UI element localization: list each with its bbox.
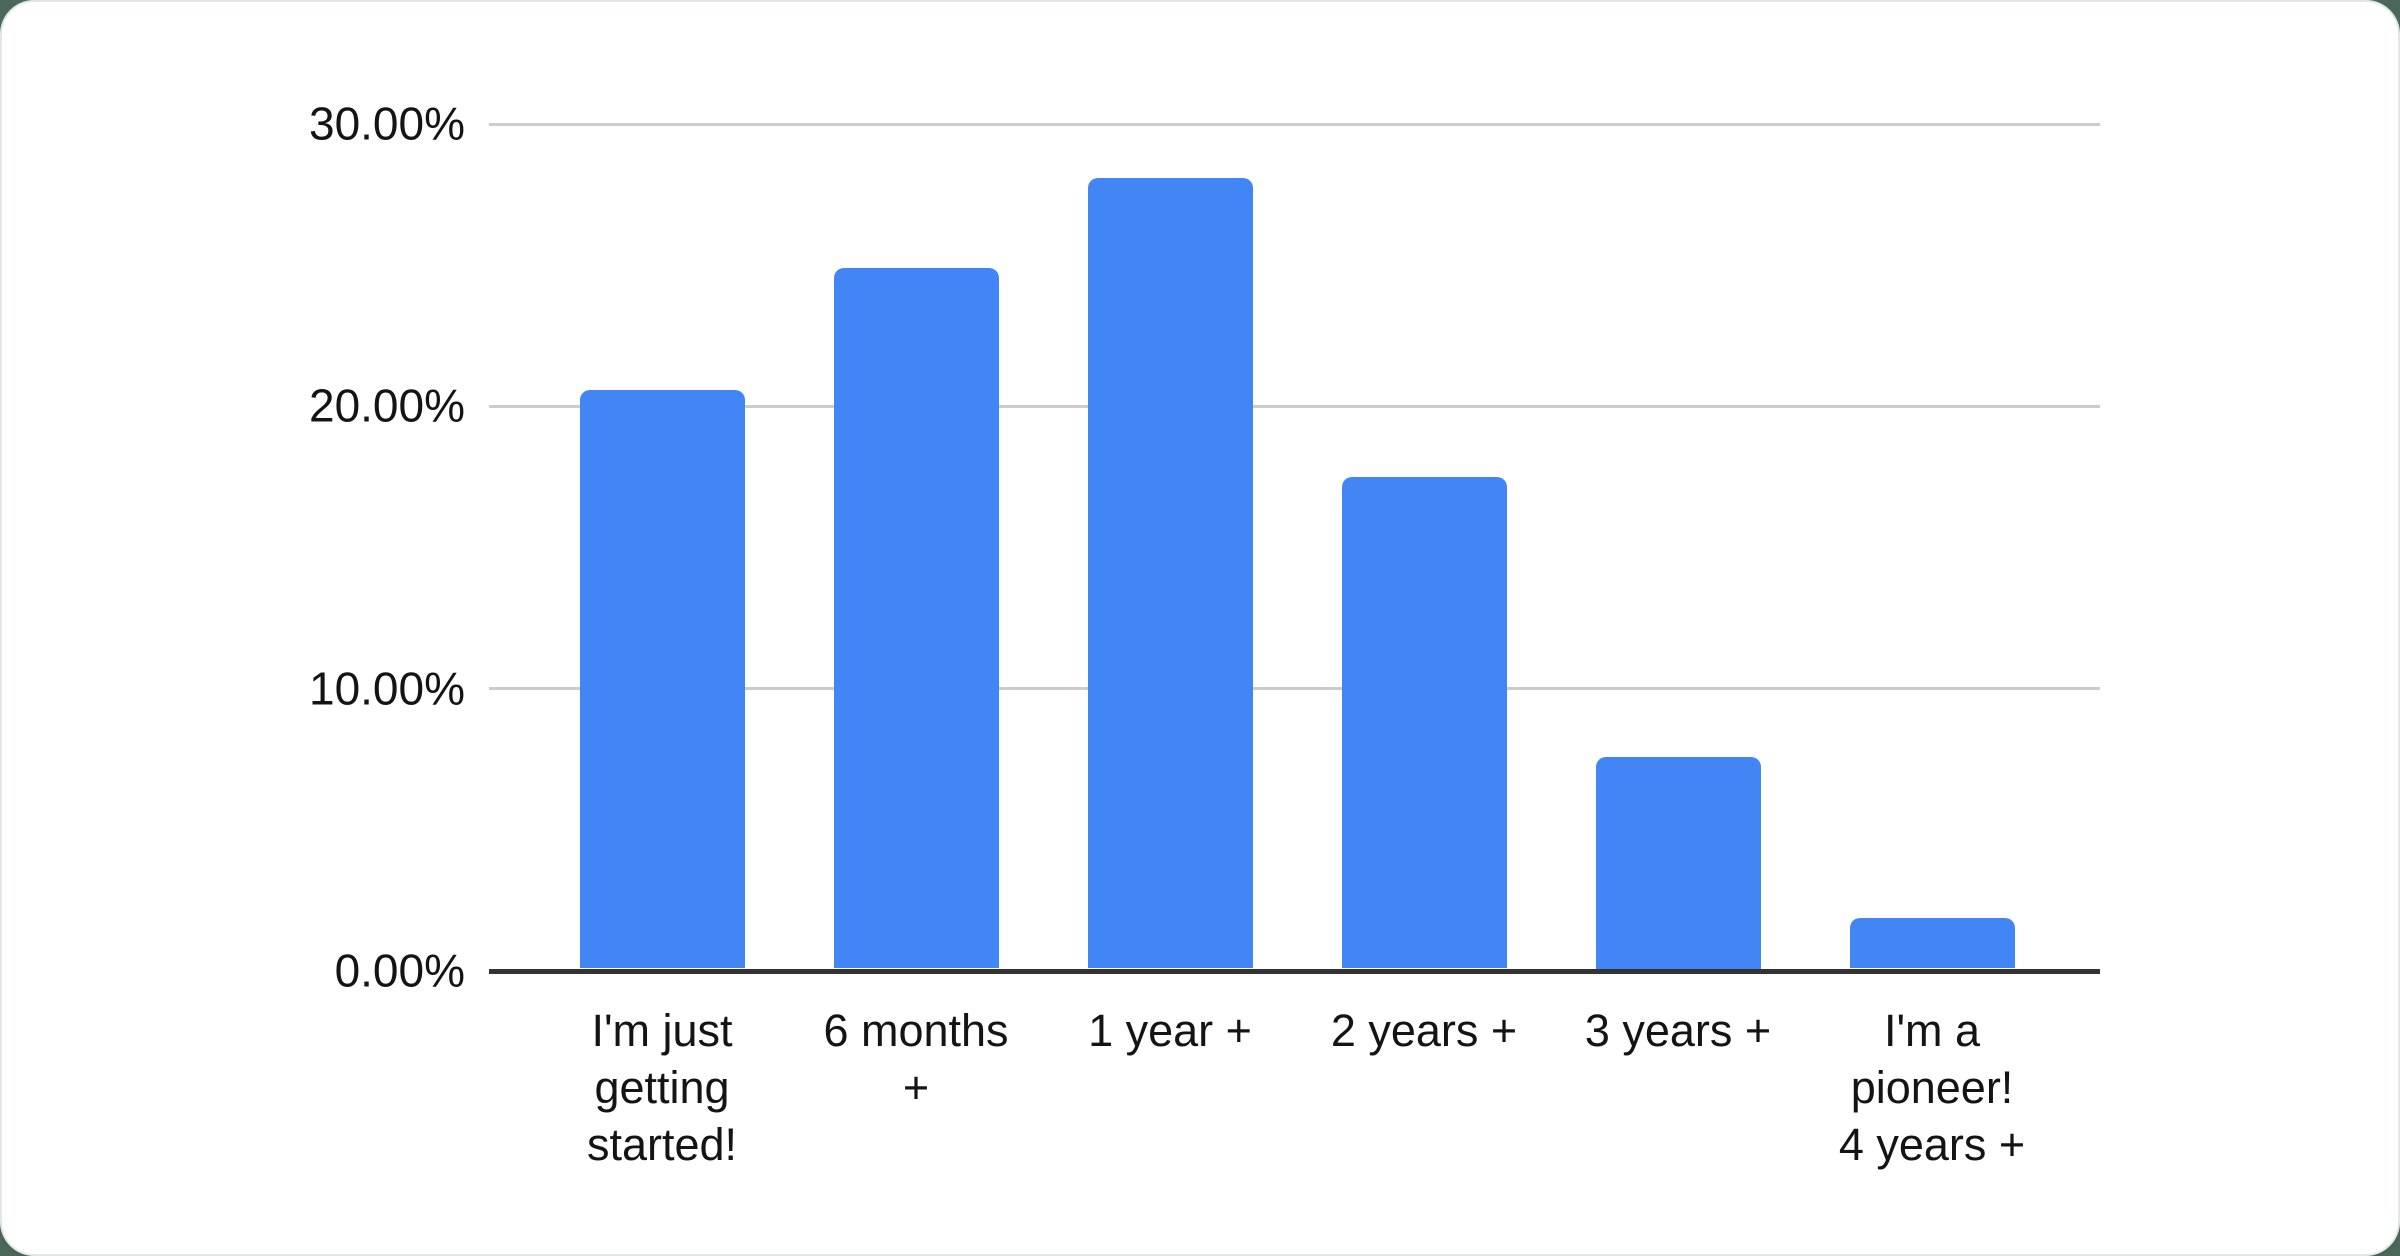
x-axis-category-label: 1 year +	[1088, 1005, 1252, 1056]
y-axis-tick-label: 20.00%	[308, 380, 465, 433]
x-axis-category-label: 6 months +	[823, 1005, 1009, 1113]
x-axis-line	[489, 968, 2100, 974]
y-axis-tick-label: 10.00%	[308, 662, 465, 715]
bar-4	[1341, 477, 1507, 969]
gridline-10	[489, 687, 2100, 691]
bar-5	[1595, 756, 1761, 969]
gridline-30	[489, 122, 2100, 126]
x-axis-category-label: 2 years +	[1330, 1005, 1518, 1056]
x-axis-category-label: I'm a pioneer! 4 years +	[1838, 1005, 2026, 1170]
bar-1	[579, 389, 745, 969]
bar-3	[1087, 177, 1253, 969]
x-axis-category-label: I'm just getting started!	[586, 1005, 738, 1170]
y-axis-tick-label: 0.00%	[334, 944, 465, 997]
bar-2	[833, 268, 999, 969]
bar-6	[1849, 917, 2015, 969]
y-axis-tick-label: 30.00%	[308, 97, 465, 150]
gridline-20	[489, 404, 2100, 408]
x-axis-category-label: 3 years +	[1584, 1005, 1772, 1056]
